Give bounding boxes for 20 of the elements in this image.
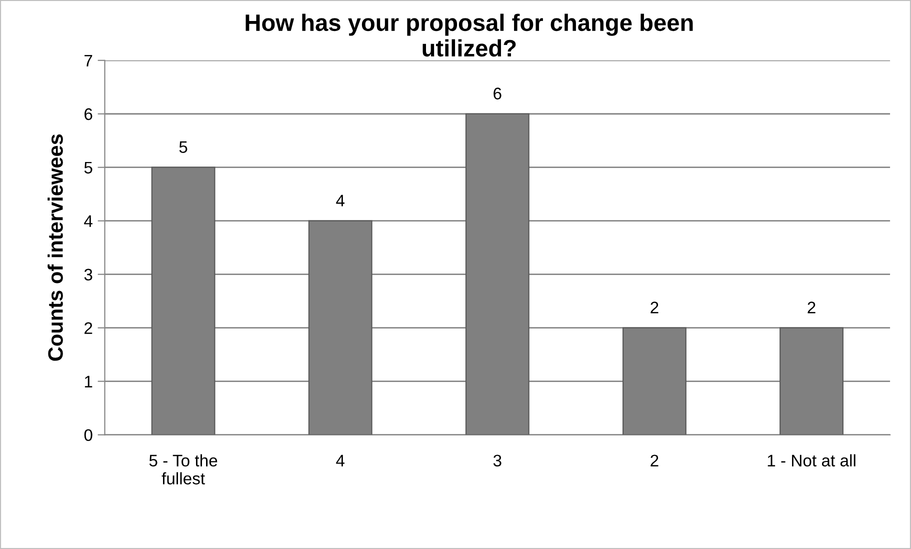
y-tick-label: 3 [84, 268, 92, 281]
y-tick-label: 2 [84, 322, 92, 334]
y-tick-label: 0 [84, 429, 92, 442]
data-label: 2 [808, 302, 816, 314]
y-tick-label: 1 [84, 376, 92, 388]
x-tick-label: 3 [493, 454, 502, 466]
y-tick-label: 5 [84, 162, 92, 174]
y-tick-label: 4 [84, 215, 92, 227]
data-label: 4 [336, 194, 344, 206]
data-label: 6 [494, 88, 502, 100]
data-label: 2 [650, 302, 658, 314]
x-tick-label: 2 [650, 454, 658, 466]
y-axis-title: Counts of interviewees [48, 134, 63, 361]
x-tick-label: 5 - To the fullest [149, 454, 218, 484]
y-tick-label: 7 [84, 54, 92, 66]
y-tick-label: 6 [84, 108, 92, 120]
chart-title: How has your proposal for change been utilized? [246, 14, 693, 57]
x-tick-label: 1 - Not at all [768, 454, 856, 466]
x-tick-label: 4 [336, 454, 344, 466]
data-label: 5 [179, 141, 188, 153]
